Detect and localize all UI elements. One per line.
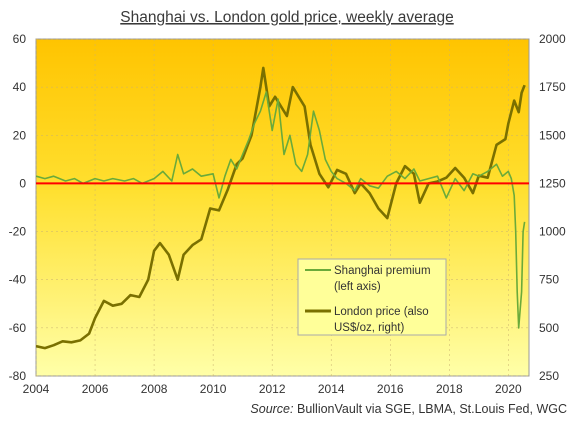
y-left-tick-label: -40 — [9, 273, 27, 287]
y-axis-left: -80 -60 -40 -20 0 20 40 60 — [9, 32, 27, 383]
x-tick-label: 2004 — [23, 382, 50, 396]
source-text: BullionVault via SGE, LBMA, St.Louis Fed… — [297, 402, 567, 416]
x-axis: 2004 2006 2008 2010 2012 2014 2016 2018 2020 — [23, 382, 522, 396]
legend-label-price-2: US$/oz, right) — [334, 322, 404, 334]
series-layer — [36, 66, 526, 350]
legend-label-premium-1: Shanghai premium — [334, 265, 431, 277]
y-right-tick-label: 250 — [539, 369, 559, 383]
x-tick-label: 2014 — [318, 382, 345, 396]
x-tick-label: 2012 — [259, 382, 286, 396]
legend: Shanghai premium (left axis) London pric… — [297, 258, 447, 336]
y-left-tick-label: -60 — [9, 321, 27, 335]
source-label: Source: — [250, 402, 293, 416]
source-note: Source: BullionVault via SGE, LBMA, St.L… — [250, 402, 567, 416]
x-tick-label: 2006 — [82, 382, 109, 396]
y-left-tick-label: 40 — [13, 80, 27, 94]
chart-title: Shanghai vs. London gold price, weekly a… — [120, 9, 453, 26]
y-left-tick-label: -80 — [9, 369, 27, 383]
y-axis-right: 250 500 750 1000 1250 1500 1750 2000 — [539, 32, 566, 383]
series-line-london-price — [36, 66, 526, 350]
y-right-tick-label: 2000 — [539, 32, 566, 46]
legend-label-premium-2: (left axis) — [334, 281, 381, 293]
x-tick-label: 2018 — [436, 382, 463, 396]
x-tick-label: 2020 — [495, 382, 522, 396]
y-right-tick-label: 1500 — [539, 128, 566, 142]
legend-box — [297, 258, 447, 336]
y-right-tick-label: 750 — [539, 273, 559, 287]
y-right-tick-label: 1250 — [539, 176, 566, 190]
plot-area — [35, 38, 530, 377]
x-tick-label: 2010 — [200, 382, 227, 396]
x-tick-label: 2016 — [377, 382, 404, 396]
y-left-tick-label: -20 — [9, 225, 27, 239]
y-right-tick-label: 1750 — [539, 80, 566, 94]
y-left-tick-label: 20 — [13, 128, 27, 142]
y-right-tick-label: 1000 — [539, 225, 566, 239]
legend-label-price-1: London price (also — [334, 306, 429, 318]
y-right-tick-label: 500 — [539, 321, 559, 335]
series-line-shanghai-premium — [36, 91, 526, 329]
y-left-tick-label: 0 — [19, 176, 26, 190]
y-left-tick-label: 60 — [13, 32, 27, 46]
x-tick-label: 2008 — [141, 382, 168, 396]
